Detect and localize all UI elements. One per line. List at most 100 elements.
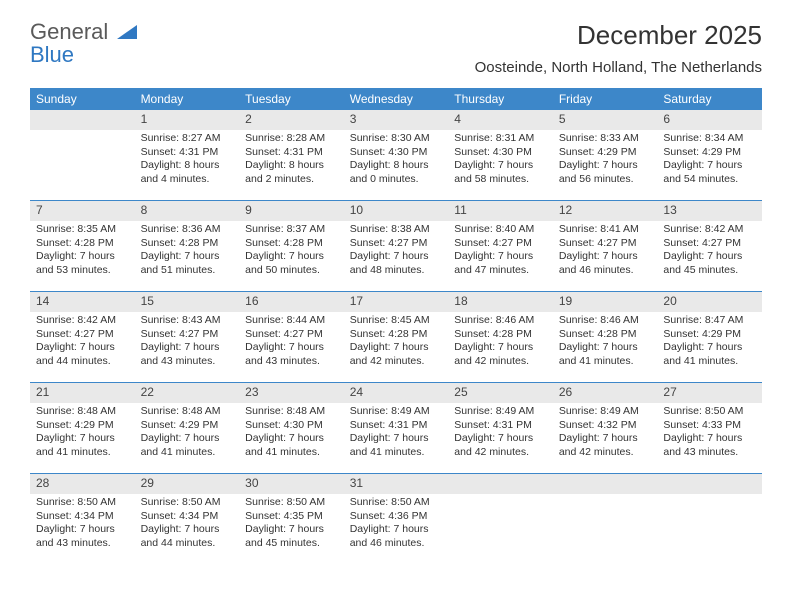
day-number: 28 [30, 474, 135, 494]
day-header: Thursday [448, 88, 553, 110]
day-info: Sunrise: 8:37 AMSunset: 4:28 PMDaylight:… [245, 223, 338, 278]
info-line: Sunrise: 8:31 AM [454, 132, 547, 146]
info-line: Sunset: 4:29 PM [36, 419, 129, 433]
week-row: Sunrise: 8:27 AMSunset: 4:31 PMDaylight:… [30, 130, 762, 200]
day-cell: Sunrise: 8:46 AMSunset: 4:28 PMDaylight:… [448, 312, 553, 382]
day-number: 7 [30, 201, 135, 221]
day-info: Sunrise: 8:33 AMSunset: 4:29 PMDaylight:… [559, 132, 652, 187]
topbar: General Blue December 2025 Oosteinde, No… [30, 20, 762, 76]
day-number [448, 474, 553, 494]
day-cell: Sunrise: 8:50 AMSunset: 4:34 PMDaylight:… [30, 494, 135, 564]
day-cell: Sunrise: 8:44 AMSunset: 4:27 PMDaylight:… [239, 312, 344, 382]
day-number-row: 78910111213 [30, 200, 762, 221]
info-line: Sunset: 4:30 PM [245, 419, 338, 433]
info-line: and 51 minutes. [141, 264, 234, 278]
info-line: and 46 minutes. [350, 537, 443, 551]
day-info: Sunrise: 8:50 AMSunset: 4:35 PMDaylight:… [245, 496, 338, 551]
day-number: 11 [448, 201, 553, 221]
info-line: Daylight: 8 hours [350, 159, 443, 173]
day-cell [553, 494, 658, 564]
day-number-row: 14151617181920 [30, 291, 762, 312]
info-line: and 0 minutes. [350, 173, 443, 187]
day-info: Sunrise: 8:42 AMSunset: 4:27 PMDaylight:… [36, 314, 129, 369]
day-info: Sunrise: 8:48 AMSunset: 4:30 PMDaylight:… [245, 405, 338, 460]
info-line: Sunset: 4:27 PM [141, 328, 234, 342]
day-info: Sunrise: 8:46 AMSunset: 4:28 PMDaylight:… [559, 314, 652, 369]
day-cell [657, 494, 762, 564]
info-line: Sunrise: 8:40 AM [454, 223, 547, 237]
day-info: Sunrise: 8:35 AMSunset: 4:28 PMDaylight:… [36, 223, 129, 278]
day-info: Sunrise: 8:41 AMSunset: 4:27 PMDaylight:… [559, 223, 652, 278]
info-line: Sunset: 4:27 PM [559, 237, 652, 251]
info-line: Sunrise: 8:47 AM [663, 314, 756, 328]
info-line: Sunset: 4:33 PM [663, 419, 756, 433]
day-info: Sunrise: 8:46 AMSunset: 4:28 PMDaylight:… [454, 314, 547, 369]
page: General Blue December 2025 Oosteinde, No… [0, 0, 792, 574]
day-header: Tuesday [239, 88, 344, 110]
day-number-row: 123456 [30, 110, 762, 130]
info-line: Sunrise: 8:42 AM [663, 223, 756, 237]
day-cell: Sunrise: 8:42 AMSunset: 4:27 PMDaylight:… [657, 221, 762, 291]
day-number [553, 474, 658, 494]
info-line: and 56 minutes. [559, 173, 652, 187]
info-line: Daylight: 7 hours [245, 341, 338, 355]
day-cell: Sunrise: 8:45 AMSunset: 4:28 PMDaylight:… [344, 312, 449, 382]
info-line: Sunrise: 8:49 AM [350, 405, 443, 419]
info-line: Daylight: 7 hours [245, 523, 338, 537]
day-info: Sunrise: 8:49 AMSunset: 4:32 PMDaylight:… [559, 405, 652, 460]
info-line: Daylight: 7 hours [141, 250, 234, 264]
day-number: 4 [448, 110, 553, 130]
day-number: 29 [135, 474, 240, 494]
day-header: Monday [135, 88, 240, 110]
day-info: Sunrise: 8:43 AMSunset: 4:27 PMDaylight:… [141, 314, 234, 369]
info-line: Sunset: 4:34 PM [141, 510, 234, 524]
day-info: Sunrise: 8:30 AMSunset: 4:30 PMDaylight:… [350, 132, 443, 187]
info-line: Daylight: 7 hours [454, 341, 547, 355]
day-info: Sunrise: 8:34 AMSunset: 4:29 PMDaylight:… [663, 132, 756, 187]
day-info: Sunrise: 8:45 AMSunset: 4:28 PMDaylight:… [350, 314, 443, 369]
info-line: Sunset: 4:35 PM [245, 510, 338, 524]
day-info: Sunrise: 8:27 AMSunset: 4:31 PMDaylight:… [141, 132, 234, 187]
day-number: 25 [448, 383, 553, 403]
day-cell: Sunrise: 8:34 AMSunset: 4:29 PMDaylight:… [657, 130, 762, 200]
day-number: 8 [135, 201, 240, 221]
info-line: and 44 minutes. [141, 537, 234, 551]
logo-triangle-icon [117, 25, 137, 39]
calendar: Sunday Monday Tuesday Wednesday Thursday… [30, 88, 762, 564]
info-line: and 43 minutes. [141, 355, 234, 369]
day-cell: Sunrise: 8:50 AMSunset: 4:33 PMDaylight:… [657, 403, 762, 473]
day-cell: Sunrise: 8:50 AMSunset: 4:35 PMDaylight:… [239, 494, 344, 564]
info-line: Sunset: 4:28 PM [245, 237, 338, 251]
info-line: and 2 minutes. [245, 173, 338, 187]
info-line: Sunset: 4:31 PM [454, 419, 547, 433]
info-line: Daylight: 7 hours [454, 159, 547, 173]
day-number: 26 [553, 383, 658, 403]
day-number: 16 [239, 292, 344, 312]
day-cell: Sunrise: 8:48 AMSunset: 4:29 PMDaylight:… [135, 403, 240, 473]
day-info: Sunrise: 8:28 AMSunset: 4:31 PMDaylight:… [245, 132, 338, 187]
info-line: Sunrise: 8:35 AM [36, 223, 129, 237]
day-cell: Sunrise: 8:27 AMSunset: 4:31 PMDaylight:… [135, 130, 240, 200]
day-info: Sunrise: 8:49 AMSunset: 4:31 PMDaylight:… [454, 405, 547, 460]
day-number-row: 21222324252627 [30, 382, 762, 403]
info-line: and 45 minutes. [663, 264, 756, 278]
day-cell: Sunrise: 8:42 AMSunset: 4:27 PMDaylight:… [30, 312, 135, 382]
info-line: and 47 minutes. [454, 264, 547, 278]
info-line: Sunset: 4:28 PM [350, 328, 443, 342]
day-info: Sunrise: 8:50 AMSunset: 4:34 PMDaylight:… [141, 496, 234, 551]
day-info: Sunrise: 8:44 AMSunset: 4:27 PMDaylight:… [245, 314, 338, 369]
info-line: and 43 minutes. [663, 446, 756, 460]
info-line: Sunrise: 8:48 AM [141, 405, 234, 419]
info-line: Daylight: 7 hours [559, 159, 652, 173]
day-number: 27 [657, 383, 762, 403]
info-line: and 45 minutes. [245, 537, 338, 551]
info-line: Sunset: 4:32 PM [559, 419, 652, 433]
day-number: 9 [239, 201, 344, 221]
day-cell [448, 494, 553, 564]
info-line: Sunset: 4:30 PM [350, 146, 443, 160]
day-header: Saturday [657, 88, 762, 110]
day-number: 31 [344, 474, 449, 494]
day-cell: Sunrise: 8:49 AMSunset: 4:32 PMDaylight:… [553, 403, 658, 473]
info-line: Daylight: 7 hours [245, 432, 338, 446]
info-line: and 42 minutes. [454, 355, 547, 369]
